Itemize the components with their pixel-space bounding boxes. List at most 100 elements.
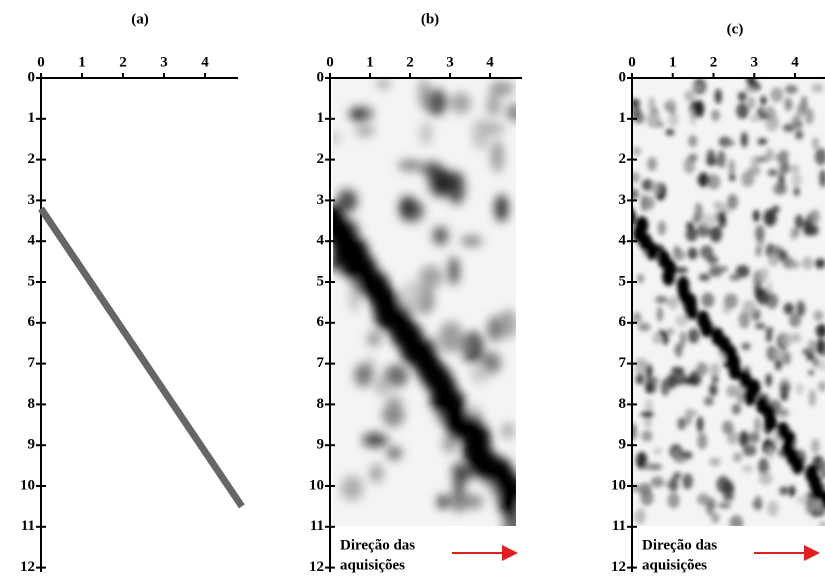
blob: [789, 164, 800, 173]
blob: [641, 430, 653, 442]
blob: [711, 376, 718, 383]
blob: [418, 78, 430, 110]
blob: [811, 439, 820, 454]
blob: [796, 383, 804, 395]
diagonal-line: [41, 209, 242, 507]
y-tick-label: 4: [28, 233, 36, 249]
blob: [651, 181, 660, 194]
blob: [433, 226, 448, 245]
blob: [722, 421, 733, 435]
blob: [652, 333, 661, 344]
y-tick-label: 7: [28, 355, 36, 371]
blob: [367, 331, 381, 346]
blob: [636, 508, 645, 525]
blob: [791, 173, 802, 187]
blob: [419, 121, 432, 145]
blob: [726, 385, 739, 398]
blob: [763, 209, 776, 226]
blob: [486, 93, 500, 116]
figure: (a)012340123456789101112(b)0123401234567…: [0, 0, 825, 579]
blob: [354, 363, 372, 386]
blob: [741, 171, 754, 187]
y-tick-label: 3: [317, 192, 325, 208]
anomaly-blob: [764, 413, 777, 431]
blob: [692, 84, 703, 91]
y-tick-label: 5: [619, 273, 627, 289]
blob: [779, 151, 788, 168]
blob: [699, 274, 711, 282]
blob: [325, 133, 341, 144]
blob: [784, 303, 794, 315]
blob: [376, 78, 390, 90]
y-tick-label: 1: [317, 110, 325, 126]
blob: [697, 416, 704, 432]
blob: [684, 90, 695, 101]
blob: [717, 266, 728, 272]
blob: [675, 456, 687, 463]
blob: [767, 501, 779, 517]
blob: [779, 486, 789, 495]
blob: [811, 510, 818, 517]
anomaly-blob: [700, 319, 713, 337]
blob: [657, 307, 663, 322]
blob: [658, 221, 666, 236]
blob: [728, 159, 735, 176]
blob: [641, 411, 655, 418]
blob: [649, 463, 662, 470]
y-tick-label: 11: [21, 518, 35, 534]
annotation-text: Direção das: [642, 537, 717, 553]
blob: [507, 104, 524, 122]
blob: [355, 126, 375, 136]
blob: [741, 343, 750, 351]
blob: [795, 214, 803, 228]
y-tick-label: 5: [28, 273, 36, 289]
blob: [808, 370, 815, 376]
y-tick-label: 9: [619, 437, 627, 453]
blob: [701, 293, 714, 308]
anomaly-blob: [743, 388, 756, 406]
blob: [429, 168, 453, 198]
blob: [775, 358, 783, 370]
blob: [711, 110, 720, 122]
blob: [668, 493, 680, 509]
blob: [787, 260, 801, 268]
anomaly-blob: [623, 208, 636, 226]
blob: [812, 137, 819, 149]
blob: [768, 253, 779, 267]
blob: [774, 348, 785, 358]
anomaly-blob: [662, 268, 675, 286]
blob: [638, 483, 651, 496]
blob: [688, 135, 697, 147]
y-tick-label: 2: [28, 151, 36, 167]
blob: [653, 448, 662, 455]
blob: [686, 227, 698, 241]
blob: [669, 106, 676, 115]
x-tick-label: 0: [37, 54, 45, 70]
y-tick-label: 2: [317, 151, 325, 167]
x-tick-label: 1: [78, 54, 86, 70]
blob: [647, 376, 659, 384]
blob: [465, 495, 483, 509]
blob: [791, 115, 800, 129]
x-tick-label: 4: [791, 54, 799, 70]
y-tick-label: 0: [317, 69, 325, 85]
blob: [729, 274, 740, 281]
blob: [452, 462, 464, 479]
y-tick-label: 10: [20, 477, 35, 493]
blob: [661, 379, 670, 396]
y-tick-label: 1: [619, 110, 627, 126]
anomaly-blob: [685, 302, 698, 320]
blob: [470, 366, 489, 384]
blob: [744, 86, 755, 93]
y-tick-label: 3: [619, 192, 627, 208]
tomogram-texture: [320, 78, 526, 539]
blob: [674, 246, 680, 254]
y-tick-label: 8: [28, 396, 36, 412]
blob: [668, 296, 678, 310]
blob: [754, 417, 761, 433]
blob: [709, 226, 722, 243]
blob: [673, 370, 687, 385]
blob: [733, 452, 742, 462]
y-tick-label: 6: [28, 314, 36, 330]
y-tick-label: 8: [619, 396, 627, 412]
